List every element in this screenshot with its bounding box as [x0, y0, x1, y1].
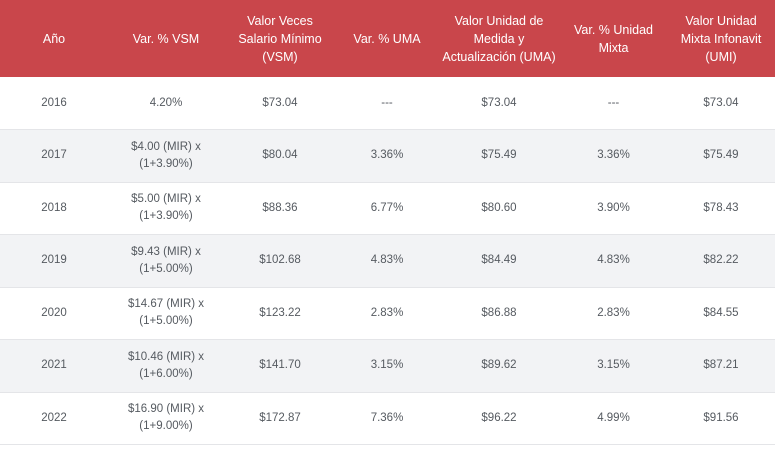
cell-uma: $73.04 [438, 77, 560, 130]
cell-var-uma: --- [336, 77, 438, 130]
cell-umi: $73.04 [667, 77, 775, 130]
cell-year: 2018 [0, 182, 108, 235]
cell-var-vsm-line1: $10.46 (MIR) x [127, 350, 205, 363]
cell-var-vsm: 4.20% [108, 77, 224, 130]
cell-var-vsm-line1: $9.43 (MIR) x [131, 245, 201, 258]
cell-var-uma: 2.83% [336, 287, 438, 340]
cell-umi: $87.21 [667, 339, 775, 393]
cell-vsm: $80.04 [224, 129, 336, 183]
header-vsm: Valor Veces Salario Mínimo (VSM) [238, 13, 322, 64]
cell-umi: $84.55 [667, 287, 775, 340]
cell-var-mixta: 4.83% [560, 234, 667, 288]
cell-vsm: $172.87 [224, 392, 336, 445]
cell-year: 2022 [0, 392, 108, 445]
cell-vsm: $141.70 [224, 339, 336, 393]
table-row: 2018 $5.00 (MIR) x (1+3.90%) $88.36 6.77%… [0, 182, 775, 235]
cell-var-vsm-line1: $5.00 (MIR) x [131, 193, 201, 206]
cell-vsm: $73.04 [224, 77, 336, 130]
header-var-mixta: Var. % Unidad Mixta [574, 22, 653, 55]
cell-umi: $78.43 [667, 182, 775, 235]
cell-var-vsm-line2: (1+9.00%) [139, 420, 193, 433]
cell-year: 2019 [0, 234, 108, 288]
header-uma: Valor Unidad de Medida y Actualización (… [442, 13, 556, 64]
cell-umi: $91.56 [667, 392, 775, 445]
cell-var-vsm-line1: $4.00 (MIR) x [131, 140, 201, 153]
header-var-uma: Var. % UMA [353, 31, 421, 46]
cell-var-vsm-line2: (1+5.00%) [139, 315, 193, 328]
cell-var-mixta: 4.99% [560, 392, 667, 445]
cell-var-vsm-line1: 4.20% [149, 96, 183, 109]
table-row: 2017 $4.00 (MIR) x (1+3.90%) $80.04 3.36%… [0, 129, 775, 183]
cell-var-mixta: 3.15% [560, 339, 667, 393]
cell-var-uma: 7.36% [336, 392, 438, 445]
cell-year: 2016 [0, 77, 108, 130]
cell-umi: $75.49 [667, 129, 775, 183]
cell-var-uma: 4.83% [336, 234, 438, 288]
cell-var-uma: 3.15% [336, 339, 438, 393]
cell-var-mixta: 3.36% [560, 129, 667, 183]
cell-uma: $75.49 [438, 129, 560, 183]
cell-var-uma: 6.77% [336, 182, 438, 235]
cell-year: 2020 [0, 287, 108, 340]
header-year: Año [42, 31, 66, 46]
cell-uma: $84.49 [438, 234, 560, 288]
cell-var-vsm: $5.00 (MIR) x (1+3.90%) [108, 182, 224, 235]
cell-var-vsm-line1: $14.67 (MIR) x [127, 298, 205, 311]
cell-vsm: $102.68 [224, 234, 336, 288]
header-umi: Valor Unidad Mixta Infonavit (UMI) [680, 13, 762, 64]
cell-var-vsm-line2: (1+3.90%) [139, 157, 193, 170]
table-row: 2020 $14.67 (MIR) x (1+5.00%) $123.22 2.8… [0, 287, 775, 340]
table-body: 2016 4.20% $73.04 --- $73.04 --- $73.04 … [0, 77, 775, 445]
cell-var-vsm: $9.43 (MIR) x (1+5.00%) [108, 234, 224, 288]
cell-umi: $82.22 [667, 234, 775, 288]
cell-var-vsm: $10.46 (MIR) x (1+6.00%) [108, 339, 224, 393]
table-header: Año Var. % VSM Valor Veces Salario Mínim… [0, 0, 775, 77]
cell-vsm: $123.22 [224, 287, 336, 340]
header-row: Año Var. % VSM Valor Veces Salario Mínim… [0, 0, 775, 77]
cell-var-vsm-line2: (1+5.00%) [139, 262, 193, 275]
cell-var-uma: 3.36% [336, 129, 438, 183]
cell-var-vsm: $16.90 (MIR) x (1+9.00%) [108, 392, 224, 445]
table-row: 2021 $10.46 (MIR) x (1+6.00%) $141.70 3.1… [0, 339, 775, 393]
table-row: 2016 4.20% $73.04 --- $73.04 --- $73.04 [0, 77, 775, 130]
cell-var-mixta: 2.83% [560, 287, 667, 340]
cell-vsm: $88.36 [224, 182, 336, 235]
cell-uma: $86.88 [438, 287, 560, 340]
cell-uma: $96.22 [438, 392, 560, 445]
cell-var-vsm-line1: $16.90 (MIR) x [127, 403, 205, 416]
table-row: 2019 $9.43 (MIR) x (1+5.00%) $102.68 4.83… [0, 234, 775, 288]
cell-uma: $89.62 [438, 339, 560, 393]
cell-var-vsm-line2: (1+6.00%) [139, 367, 193, 380]
cell-var-vsm: $4.00 (MIR) x (1+3.90%) [108, 129, 224, 183]
cell-var-vsm-line2: (1+3.90%) [139, 210, 193, 223]
cell-var-vsm: $14.67 (MIR) x (1+5.00%) [108, 287, 224, 340]
header-var-vsm: Var. % VSM [132, 31, 200, 46]
cell-year: 2021 [0, 339, 108, 393]
cell-uma: $80.60 [438, 182, 560, 235]
cell-var-mixta: --- [560, 77, 667, 130]
cell-var-mixta: 3.90% [560, 182, 667, 235]
cell-year: 2017 [0, 129, 108, 183]
table-row: 2022 $16.90 (MIR) x (1+9.00%) $172.87 7.3… [0, 392, 775, 445]
